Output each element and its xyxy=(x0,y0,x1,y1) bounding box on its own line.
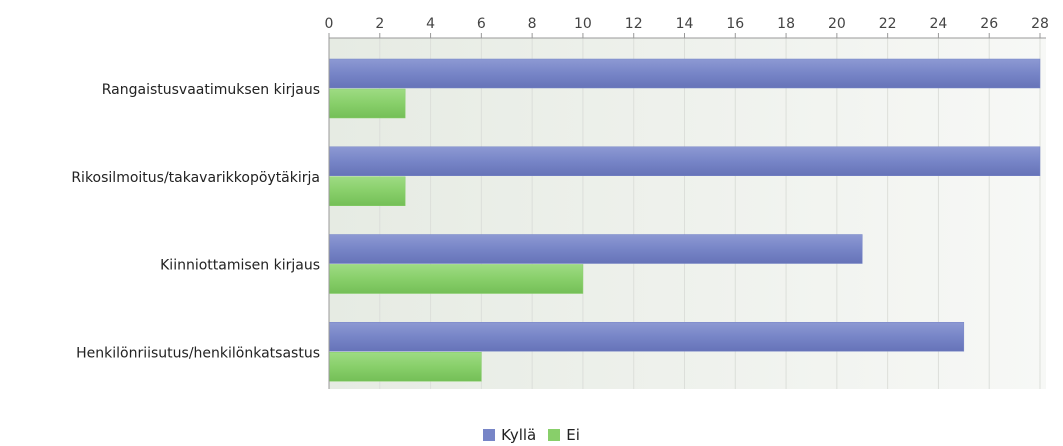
x-tick-label: 18 xyxy=(777,16,795,32)
x-tick-label: 14 xyxy=(676,16,694,32)
x-tick-label: 4 xyxy=(426,16,435,32)
x-tick-label: 28 xyxy=(1031,16,1049,32)
bar-kylla xyxy=(328,146,1041,176)
x-tick-label: 16 xyxy=(726,16,744,32)
x-tick-label: 26 xyxy=(980,16,998,32)
category-labels: Rangaistusvaatimuksen kirjaus Rikosilmoit… xyxy=(71,82,320,361)
bar-kylla xyxy=(328,58,1041,89)
bar-kylla xyxy=(328,322,965,352)
x-tick-label: 6 xyxy=(477,16,486,32)
x-tick-label: 0 xyxy=(325,16,334,32)
legend-item-kylla: Kyllä xyxy=(483,426,536,444)
x-tick-label: 20 xyxy=(828,16,846,32)
bar-ei xyxy=(328,176,406,206)
x-axis-ticks: 0 2 4 6 8 10 12 14 16 18 20 22 24 26 28 xyxy=(325,16,1049,38)
legend-label-ei: Ei xyxy=(566,426,580,444)
category-label: Henkilönriisutus/henkilönkatsastus xyxy=(76,345,320,361)
bar-chart: 0 2 4 6 8 10 12 14 16 18 20 22 24 26 28 Rangaistusvaat… xyxy=(71,16,1049,389)
category-label: Rikosilmoitus/takavarikkopöytäkirja xyxy=(71,170,320,186)
legend-item-ei: Ei xyxy=(548,426,580,444)
x-tick-label: 22 xyxy=(879,16,897,32)
bar-kylla xyxy=(328,234,863,264)
legend: Kyllä Ei xyxy=(0,425,1063,445)
category-label: Rangaistusvaatimuksen kirjaus xyxy=(102,82,320,98)
bar-ei xyxy=(328,352,482,382)
x-tick-label: 24 xyxy=(930,16,948,32)
legend-swatch-ei xyxy=(548,429,561,441)
category-label: Kiinniottamisen kirjaus xyxy=(160,258,320,274)
x-tick-label: 10 xyxy=(574,16,592,32)
x-tick-label: 12 xyxy=(625,16,643,32)
x-tick-label: 8 xyxy=(528,16,537,32)
x-tick-label: 2 xyxy=(375,16,384,32)
bars xyxy=(328,58,1041,382)
bar-ei xyxy=(328,88,406,119)
bar-ei xyxy=(328,264,584,294)
legend-label-kylla: Kyllä xyxy=(501,426,537,444)
legend-swatch-kylla xyxy=(483,429,496,441)
